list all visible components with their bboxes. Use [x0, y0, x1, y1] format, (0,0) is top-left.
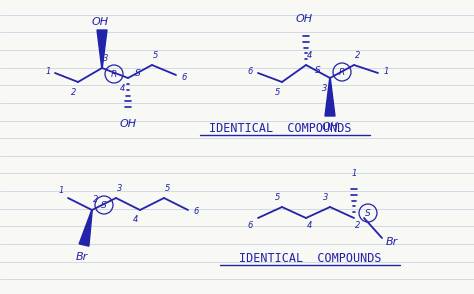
- Text: 3: 3: [103, 54, 109, 63]
- Text: 6: 6: [182, 73, 187, 81]
- Text: 3: 3: [323, 193, 328, 201]
- Text: Br: Br: [386, 237, 398, 247]
- Text: 1: 1: [351, 168, 357, 178]
- Polygon shape: [325, 78, 335, 116]
- Text: 4: 4: [307, 221, 313, 230]
- Text: 3: 3: [117, 183, 123, 193]
- Text: OH: OH: [119, 119, 137, 129]
- Text: 1: 1: [46, 66, 51, 76]
- Text: 1: 1: [383, 66, 389, 76]
- Text: 5: 5: [275, 193, 281, 201]
- Text: 4: 4: [307, 51, 313, 59]
- Text: 3: 3: [322, 83, 328, 93]
- Text: 1: 1: [58, 186, 64, 195]
- Text: 6: 6: [247, 66, 253, 76]
- Text: OH: OH: [321, 122, 338, 132]
- Text: 5: 5: [153, 51, 159, 59]
- Text: OH: OH: [91, 17, 109, 27]
- Text: S: S: [101, 201, 107, 210]
- Text: 4: 4: [133, 216, 139, 225]
- Text: S: S: [365, 208, 371, 218]
- Text: 2: 2: [93, 196, 99, 205]
- Polygon shape: [79, 210, 92, 246]
- Text: 5: 5: [165, 183, 171, 193]
- Text: R: R: [339, 68, 345, 76]
- Text: 2: 2: [356, 221, 361, 230]
- Text: Br: Br: [76, 252, 88, 262]
- Text: 4: 4: [120, 83, 126, 93]
- Text: 5: 5: [275, 88, 281, 96]
- Text: 6: 6: [193, 208, 199, 216]
- Text: IDENTICAL  COMPOUNDS: IDENTICAL COMPOUNDS: [209, 121, 351, 134]
- Text: OH: OH: [295, 14, 312, 24]
- Text: 6: 6: [247, 221, 253, 230]
- Polygon shape: [97, 30, 107, 68]
- Text: IDENTICAL  COMPOUNDS: IDENTICAL COMPOUNDS: [239, 251, 381, 265]
- Text: S: S: [315, 66, 321, 74]
- Text: R: R: [111, 69, 117, 78]
- Text: 2: 2: [356, 51, 361, 59]
- Text: 2: 2: [71, 88, 77, 96]
- Text: S: S: [135, 69, 141, 78]
